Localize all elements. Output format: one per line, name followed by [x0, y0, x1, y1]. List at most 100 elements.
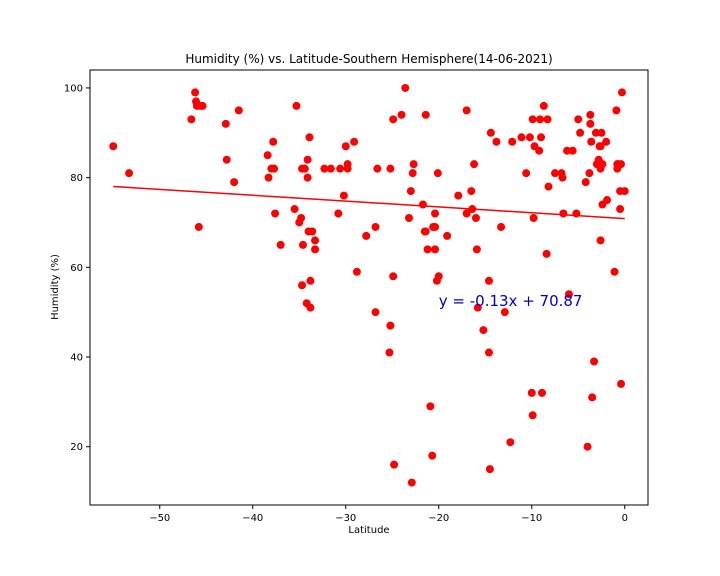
data-point	[221, 119, 230, 128]
data-point	[431, 209, 440, 218]
data-point	[596, 142, 605, 151]
data-point	[386, 321, 395, 330]
data-point	[537, 133, 546, 142]
data-point	[222, 155, 231, 164]
data-point	[292, 101, 301, 110]
data-point	[492, 137, 501, 146]
x-tick-label: 0	[622, 513, 628, 524]
data-point	[517, 133, 526, 142]
data-point	[298, 240, 307, 249]
data-point	[485, 465, 494, 474]
data-point	[303, 173, 312, 182]
data-point	[341, 142, 350, 151]
data-point	[462, 106, 471, 115]
data-point	[598, 160, 607, 169]
data-point	[470, 160, 479, 169]
data-point	[536, 115, 545, 124]
data-point	[581, 178, 590, 187]
data-point	[334, 209, 343, 218]
data-point	[303, 155, 312, 164]
data-point	[362, 231, 371, 240]
x-tick-label: −40	[242, 513, 263, 524]
data-point	[583, 442, 592, 451]
data-point	[352, 267, 361, 276]
y-tick-label: 40	[70, 353, 83, 364]
data-point	[610, 267, 619, 276]
data-point	[559, 209, 568, 218]
data-point	[525, 133, 534, 142]
data-point	[305, 133, 314, 142]
data-point	[191, 88, 200, 97]
data-point	[336, 164, 345, 173]
data-point	[408, 169, 417, 178]
data-point	[576, 128, 585, 137]
x-axis-label: Latitude	[348, 525, 389, 536]
x-tick-label: −30	[335, 513, 356, 524]
data-point	[544, 182, 553, 191]
data-point	[433, 169, 442, 178]
y-axis: 20 40 60 80 100	[64, 83, 90, 453]
data-point	[587, 137, 596, 146]
data-points	[109, 83, 629, 487]
data-point	[535, 146, 544, 155]
data-point	[401, 83, 410, 92]
data-point	[431, 245, 440, 254]
y-axis-label: Humidity (%)	[50, 254, 61, 320]
x-axis: −50 −40 −30 −20 −10 0	[149, 505, 628, 524]
data-point	[558, 173, 567, 182]
data-point	[568, 146, 577, 155]
data-point	[617, 379, 626, 388]
data-point	[371, 308, 380, 317]
data-point	[386, 164, 395, 173]
data-point	[297, 213, 306, 222]
data-point	[418, 200, 427, 209]
data-point	[462, 209, 471, 218]
data-point	[586, 119, 595, 128]
x-tick-label: −50	[149, 513, 170, 524]
y-tick-label: 100	[64, 83, 83, 94]
y-tick-label: 80	[70, 173, 83, 184]
data-point	[423, 245, 432, 254]
plot-frame	[89, 69, 649, 506]
data-point	[522, 169, 531, 178]
x-tick-label: −20	[428, 513, 449, 524]
data-point	[528, 115, 537, 124]
data-point	[596, 236, 605, 245]
data-point	[537, 388, 546, 397]
data-point	[290, 205, 299, 214]
data-point	[407, 478, 416, 487]
data-point	[339, 191, 348, 200]
data-point	[311, 245, 320, 254]
data-point	[590, 357, 599, 366]
data-point	[467, 187, 476, 196]
chart-title: Humidity (%) vs. Latitude-Southern Hemis…	[185, 52, 552, 66]
data-point	[385, 348, 394, 357]
data-point	[500, 308, 509, 317]
data-point	[270, 164, 279, 173]
data-point	[300, 164, 309, 173]
data-point	[591, 128, 600, 137]
data-point	[306, 303, 315, 312]
data-point	[597, 128, 606, 137]
data-point	[426, 402, 435, 411]
data-point	[528, 411, 537, 420]
data-point	[109, 142, 118, 151]
data-point	[484, 348, 493, 357]
data-point	[484, 276, 493, 285]
data-point	[390, 460, 399, 469]
data-point	[472, 245, 481, 254]
data-point	[617, 160, 626, 169]
data-point	[343, 160, 352, 169]
data-point	[263, 151, 272, 160]
data-point	[397, 110, 406, 119]
data-point	[431, 222, 440, 231]
regression-equation: y = -0.13x + 70.87	[439, 292, 583, 310]
data-point	[389, 272, 398, 281]
data-point	[443, 231, 452, 240]
data-point	[588, 393, 597, 402]
y-tick-label: 20	[70, 442, 83, 453]
data-point	[602, 137, 611, 146]
data-point	[603, 196, 612, 205]
data-point	[479, 326, 488, 335]
data-point	[298, 281, 307, 290]
